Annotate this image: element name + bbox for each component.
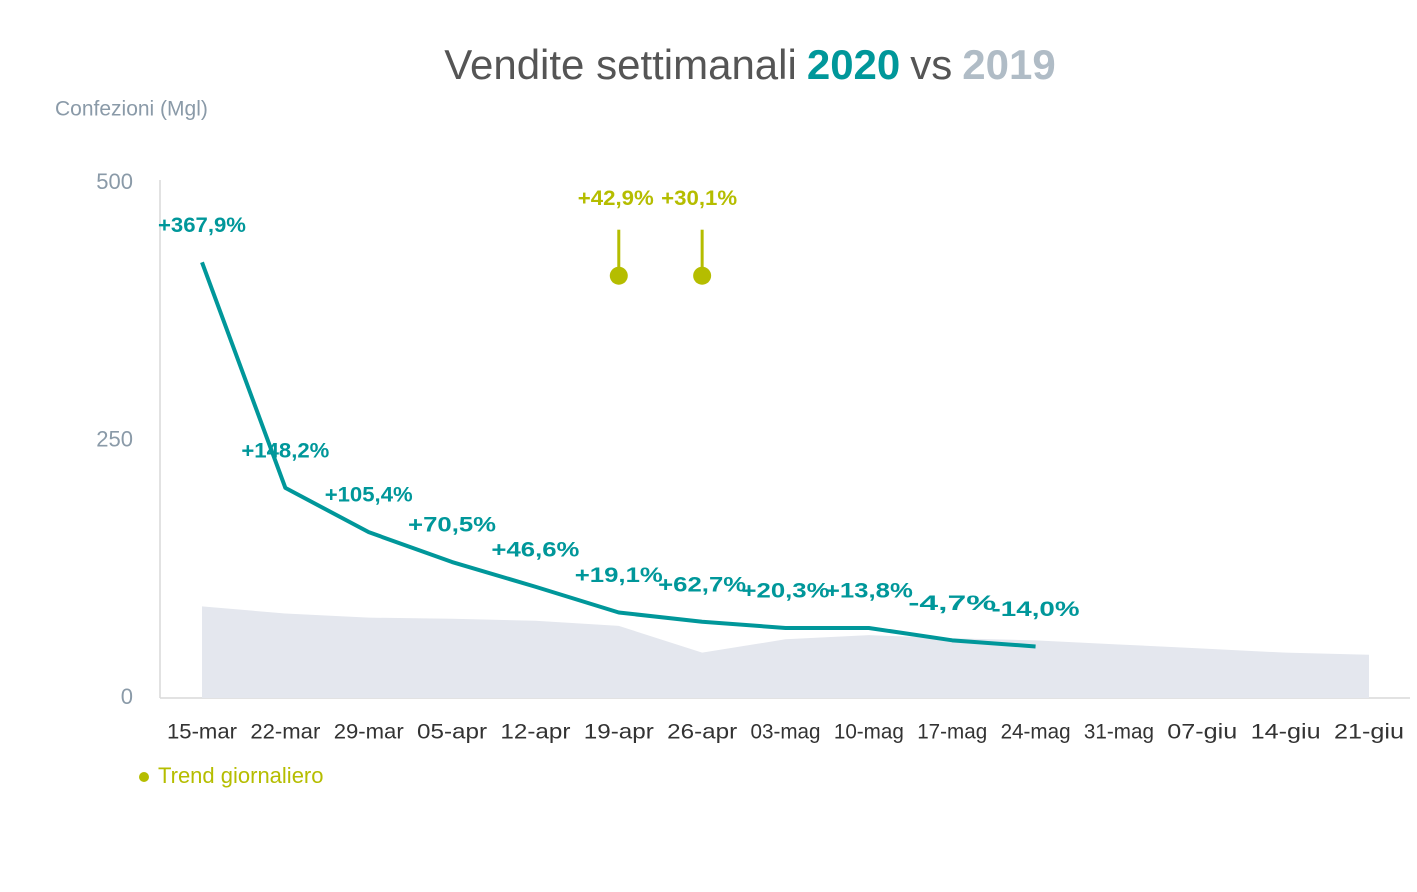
growth-label: +20,3% (742, 580, 830, 603)
y-tick-label: 500 (96, 169, 133, 194)
growth-label: +148,2% (241, 439, 329, 462)
x-tick-label: 12-apr (500, 721, 570, 744)
line-2020 (200, 261, 1036, 649)
x-tick-label: 22-mar (250, 721, 320, 744)
y-axis-label: Confezioni (Mgl) (55, 98, 208, 121)
growth-label: -4,7% (908, 592, 997, 615)
trend-marker (693, 266, 712, 285)
x-tick-label: 29-mar (334, 721, 404, 744)
x-tick-label: 31-mag (1084, 721, 1154, 744)
x-tick-label: 15-mar (167, 721, 237, 744)
growth-label: +62,7% (658, 573, 746, 596)
growth-label: -14,0% (992, 598, 1080, 621)
x-tick-label: 17-mag (917, 721, 987, 744)
trend-label: +30,1% (661, 187, 737, 210)
legend-marker (139, 772, 149, 782)
legend-label: Trend giornaliero (158, 763, 324, 788)
x-tick-label: 03-mag (751, 721, 821, 744)
y-tick-label: 250 (96, 426, 133, 451)
x-tick-label: 14-giu (1251, 721, 1321, 744)
growth-label: +46,6% (491, 538, 579, 561)
title-text: Vendite settimanali (444, 41, 797, 88)
growth-label: +13,8% (825, 580, 913, 603)
x-tick-label: 07-giu (1167, 721, 1237, 744)
x-tick-label: 21-giu (1334, 721, 1404, 744)
title-year-2019: 2019 (962, 41, 1055, 88)
title-text: vs (910, 41, 952, 88)
growth-label: +19,1% (575, 564, 663, 587)
x-tick-label: 19-apr (584, 721, 654, 744)
growth-label: +367,9% (158, 214, 246, 237)
title-year-2020: 2020 (807, 41, 900, 88)
chart-title: Vendite settimanali 2020 vs 2019 (444, 41, 1055, 88)
trend-marker (609, 266, 628, 285)
x-tick-label: 24-mag (1001, 721, 1071, 744)
y-tick-label: 0 (121, 684, 133, 709)
x-tick-label: 05-apr (417, 721, 487, 744)
x-tick-label: 10-mag (834, 721, 904, 744)
trend-label: +42,9% (578, 187, 654, 210)
area-2019 (202, 606, 1369, 698)
x-tick-label: 26-apr (667, 721, 737, 744)
growth-label: +70,5% (408, 514, 496, 537)
growth-label: +105,4% (325, 484, 413, 507)
